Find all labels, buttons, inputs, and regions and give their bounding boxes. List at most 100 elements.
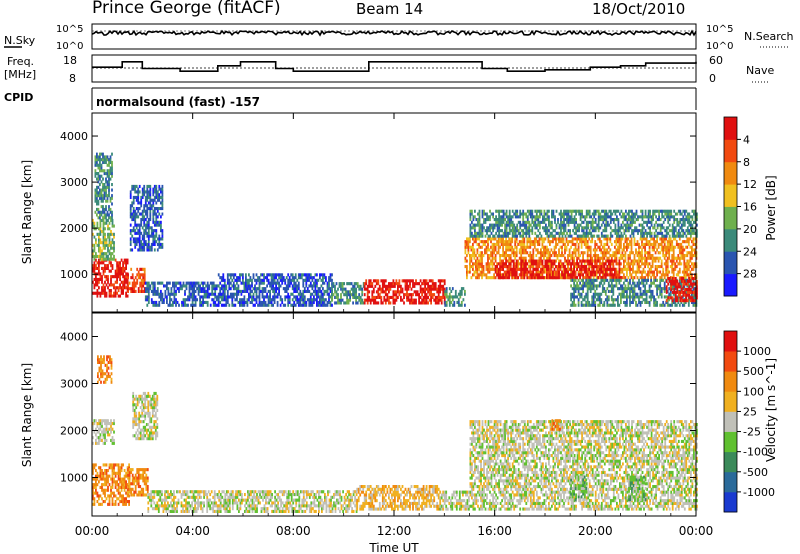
power-cell [689,265,692,269]
power-cell [686,251,689,255]
power-cell [199,295,201,299]
power-cell [511,267,514,271]
power-cell [566,212,568,216]
power-cell [527,240,530,244]
power-cell [543,276,545,280]
power-cell [397,282,399,286]
power-cell [691,218,694,222]
power-cell [155,207,158,211]
power-cell [688,215,691,219]
power-cell [654,256,657,260]
power-cell [114,280,117,284]
power-cell [573,248,575,252]
power-cell [609,240,612,244]
power-cell [469,259,471,263]
power-cell [543,248,545,252]
power-cell [536,265,539,269]
power-cell [473,262,476,266]
power-cell [190,284,192,288]
power-cell [578,234,580,238]
power-cell [144,226,147,230]
power-cell [193,292,195,296]
power-cell [581,234,583,238]
power-cell [553,262,556,266]
power-cell [680,254,683,258]
power-cell [536,262,539,266]
power-cell [109,155,112,159]
power-cell [672,262,675,266]
power-cell [576,209,579,213]
power-cell [533,245,536,249]
power-cell [194,289,197,293]
power-cell [437,293,440,297]
power-cell [222,278,225,282]
power-cell [675,273,678,277]
power-cell [495,231,497,235]
power-cell [531,226,534,230]
power-cell [636,276,639,280]
power-cell [630,248,633,252]
power-cell [493,251,495,255]
power-cell [498,212,500,216]
power-cell [383,290,386,294]
power-cell [507,218,509,222]
power-cell [555,245,557,249]
power-cell [500,240,503,244]
power-cell [275,295,277,299]
power-cell [496,262,498,266]
power-cell [331,295,333,299]
power-cell [493,276,495,280]
power-cell [442,279,445,283]
power-cell [538,270,541,274]
power-cell [487,254,489,258]
power-cell [287,292,290,296]
power-cell [612,209,615,213]
power-cell [624,251,627,255]
power-cell [205,289,207,293]
power-cell [515,262,518,266]
power-cell [306,276,309,280]
power-cell [668,218,671,222]
power-cell [366,293,369,297]
power-cell [255,273,258,277]
power-cell [626,273,628,277]
power-cell [680,245,683,249]
power-cell [506,245,509,249]
power-cell [663,245,666,249]
power-cell [150,300,153,304]
power-cell [497,273,500,277]
power-cell [529,254,532,258]
power-cell [541,242,544,246]
power-cell [638,248,640,252]
power-cell [499,240,501,244]
power-cell [152,209,155,213]
power-cell [153,292,156,296]
power-cell [381,287,384,291]
power-cell [484,229,487,233]
power-cell [147,237,150,241]
power-cell [630,276,633,280]
power-cell [539,226,541,230]
power-cell [188,289,191,293]
power-cell [607,256,610,260]
power-cell [422,298,425,302]
power-cell [547,270,550,274]
power-cell [134,284,137,288]
power-cell [131,201,134,205]
power-cell [529,251,532,255]
power-cell [140,201,143,205]
power-cell [104,275,106,279]
power-cell [506,254,509,258]
power-cell [583,242,586,246]
power-cell [469,231,472,235]
power-cell [665,209,668,213]
power-cell [487,226,490,230]
power-cell [586,256,589,260]
power-cell [466,240,468,244]
power-cell [547,240,550,244]
power-cell [273,276,276,280]
power-region [92,218,115,261]
power-cell [267,298,270,302]
power-cell [258,292,261,296]
power-cell [110,230,112,234]
